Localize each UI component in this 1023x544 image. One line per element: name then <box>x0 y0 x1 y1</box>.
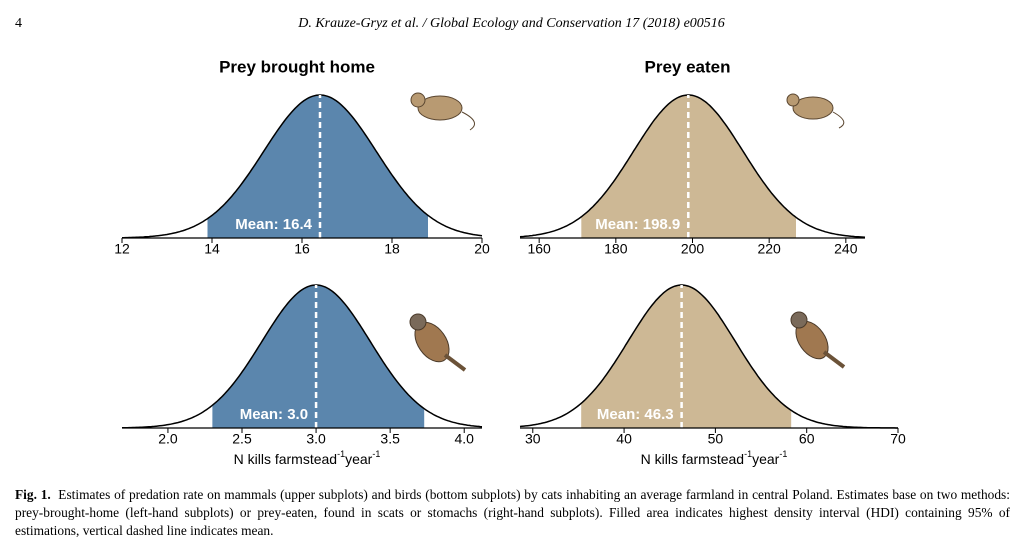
mean-label: Mean: 3.0 <box>240 406 308 423</box>
density-curve <box>122 94 483 239</box>
x-label-part: year <box>752 451 780 467</box>
figure: Mean: 16.4 12 14 16 18 20 Prey brought home Mea… <box>114 57 906 466</box>
caption: Fig. 1. Estimates of predation rate on m… <box>15 486 1010 540</box>
x-tick-label: 200 <box>681 241 705 257</box>
x-tick-label: 60 <box>799 431 815 447</box>
density-curve <box>519 284 898 429</box>
x-tick-label: 160 <box>527 241 551 257</box>
density-curve <box>519 94 866 238</box>
caption-label: Fig. 1. <box>15 487 51 502</box>
panel-title: Prey brought home <box>219 57 375 76</box>
superscript: -1 <box>744 449 752 459</box>
x-tick-label: 12 <box>114 241 130 257</box>
x-tick-label: 70 <box>890 431 906 447</box>
x-tick-label: 30 <box>525 431 541 447</box>
x-tick-label: 4.0 <box>454 431 474 447</box>
x-tick-label: 2.5 <box>232 431 252 447</box>
hdi-area <box>581 285 792 428</box>
panel-title: Prey eaten <box>645 57 731 76</box>
superscript: -1 <box>779 449 787 459</box>
x-tick-label: 50 <box>708 431 724 447</box>
x-tick-label: 3.0 <box>306 431 326 447</box>
x-tick-label: 40 <box>616 431 632 447</box>
mouse-icon <box>410 92 845 131</box>
x-tick-label: 14 <box>204 241 220 257</box>
x-label-part: year <box>345 451 373 467</box>
x-tick-label: 3.5 <box>380 431 400 447</box>
x-tick-label: 180 <box>604 241 628 257</box>
hdi-area <box>212 285 425 428</box>
x-tick-label: 20 <box>474 241 490 257</box>
x-tick-label: 18 <box>384 241 400 257</box>
x-label-part: N kills farmstead <box>234 451 337 467</box>
caption-text: Estimates of predation rate on mammals (… <box>15 487 1010 538</box>
x-axis-label: N kills farmstead-1year-1 <box>234 449 381 466</box>
x-tick-label: 16 <box>294 241 310 257</box>
mean-label: Mean: 198.9 <box>595 216 680 233</box>
x-axis-label: N kills farmstead-1year-1 <box>641 449 788 466</box>
journal-header: D. Krauze-Gryz et al. / Global Ecology a… <box>298 16 725 31</box>
page-number: 4 <box>15 16 22 31</box>
x-tick-label: 240 <box>834 241 858 257</box>
mean-label: Mean: 16.4 <box>235 216 312 233</box>
x-tick-label: 220 <box>757 241 781 257</box>
superscript: -1 <box>337 449 345 459</box>
x-label-part: N kills farmstead <box>641 451 744 467</box>
sparrow-icon <box>409 311 846 372</box>
superscript: -1 <box>372 449 380 459</box>
hdi-area <box>207 95 428 238</box>
mean-label: Mean: 46.3 <box>597 406 674 423</box>
density-curve <box>121 284 483 429</box>
x-tick-label: 2.0 <box>158 431 178 447</box>
